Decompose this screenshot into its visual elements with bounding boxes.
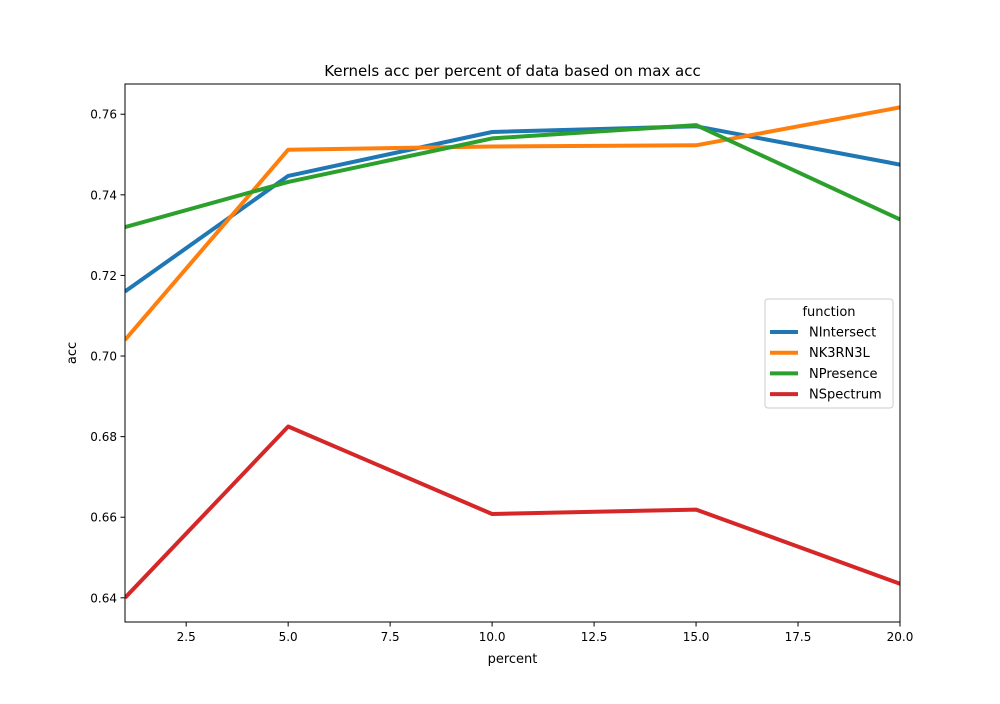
y-tick-label: 0.74 xyxy=(90,188,117,202)
legend-title: function xyxy=(802,305,855,320)
y-tick-label: 0.64 xyxy=(90,591,117,605)
y-tick-label: 0.72 xyxy=(90,269,117,283)
y-tick-label: 0.66 xyxy=(90,511,117,525)
x-tick-label: 17.5 xyxy=(785,630,812,644)
legend-label-nspectrum: NSpectrum xyxy=(809,388,882,403)
x-tick-label: 20.0 xyxy=(887,630,914,644)
legend-label-nk3rn3l: NK3RN3L xyxy=(809,346,871,361)
y-tick-label: 0.70 xyxy=(90,350,117,364)
chart-title: Kernels acc per percent of data based on… xyxy=(324,62,700,80)
x-tick-label: 10.0 xyxy=(479,630,506,644)
x-tick-label: 7.5 xyxy=(381,630,400,644)
y-tick-label: 0.68 xyxy=(90,430,117,444)
x-tick-label: 2.5 xyxy=(177,630,196,644)
series-line-nintersect xyxy=(125,126,900,291)
x-tick-label: 5.0 xyxy=(279,630,298,644)
x-tick-label: 12.5 xyxy=(581,630,608,644)
x-axis-label: percent xyxy=(488,652,538,667)
x-tick-label: 15.0 xyxy=(683,630,710,644)
legend: function NIntersect NK3RN3L NPresence NSpect… xyxy=(765,299,893,408)
y-axis-label: acc xyxy=(65,342,80,364)
legend-label-npresence: NPresence xyxy=(809,367,878,382)
series-line-nspectrum xyxy=(125,427,900,598)
legend-label-nintersect: NIntersect xyxy=(809,326,876,341)
y-tick-label: 0.76 xyxy=(90,108,117,122)
series-line-npresence xyxy=(125,125,900,227)
